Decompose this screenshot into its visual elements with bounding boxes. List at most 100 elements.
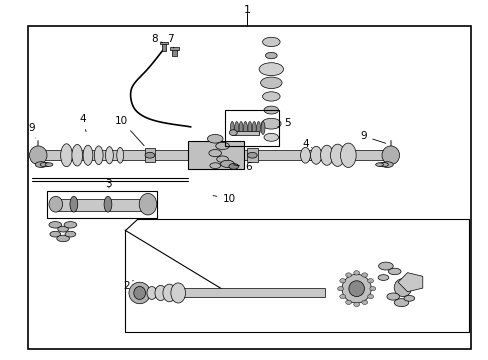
- Ellipse shape: [259, 63, 283, 76]
- Ellipse shape: [339, 279, 345, 283]
- Ellipse shape: [361, 273, 367, 277]
- Text: 7: 7: [167, 35, 173, 48]
- Ellipse shape: [345, 300, 351, 305]
- Ellipse shape: [262, 37, 280, 46]
- Ellipse shape: [378, 262, 392, 270]
- Ellipse shape: [403, 296, 414, 301]
- Text: 9: 9: [360, 131, 385, 143]
- Ellipse shape: [377, 275, 388, 280]
- Ellipse shape: [330, 144, 344, 166]
- Ellipse shape: [35, 162, 47, 167]
- Ellipse shape: [105, 147, 113, 164]
- Ellipse shape: [320, 145, 332, 165]
- Ellipse shape: [378, 162, 387, 167]
- Ellipse shape: [369, 287, 375, 291]
- Ellipse shape: [83, 145, 93, 165]
- Bar: [159, 41, 168, 44]
- Text: 8: 8: [151, 35, 162, 44]
- Ellipse shape: [340, 143, 355, 167]
- Polygon shape: [125, 220, 468, 332]
- Ellipse shape: [375, 163, 383, 166]
- Ellipse shape: [262, 92, 280, 101]
- Ellipse shape: [353, 271, 359, 275]
- Ellipse shape: [361, 300, 367, 305]
- Ellipse shape: [147, 287, 157, 300]
- Ellipse shape: [134, 287, 145, 300]
- Ellipse shape: [337, 287, 343, 291]
- Bar: [188, 141, 244, 169]
- Text: 10: 10: [213, 194, 235, 204]
- Ellipse shape: [220, 160, 234, 167]
- Ellipse shape: [45, 163, 53, 166]
- Bar: [244, 150, 383, 160]
- Ellipse shape: [310, 146, 321, 164]
- Ellipse shape: [260, 77, 282, 89]
- Ellipse shape: [381, 162, 392, 167]
- Ellipse shape: [386, 293, 399, 300]
- Bar: [246, 148, 257, 162]
- Ellipse shape: [40, 162, 50, 167]
- Ellipse shape: [348, 281, 364, 297]
- Ellipse shape: [229, 130, 237, 135]
- Bar: [144, 148, 155, 162]
- Ellipse shape: [61, 144, 72, 167]
- Ellipse shape: [49, 196, 62, 212]
- Ellipse shape: [129, 282, 150, 304]
- Ellipse shape: [239, 122, 243, 134]
- Bar: [42, 150, 188, 160]
- Bar: [161, 43, 166, 51]
- Bar: [140, 288, 325, 297]
- Ellipse shape: [256, 122, 260, 134]
- Ellipse shape: [216, 156, 228, 162]
- Ellipse shape: [341, 274, 370, 303]
- Ellipse shape: [145, 152, 155, 158]
- Ellipse shape: [94, 146, 103, 165]
- Ellipse shape: [243, 122, 247, 134]
- Ellipse shape: [264, 134, 278, 141]
- Ellipse shape: [339, 294, 345, 299]
- Bar: [172, 48, 177, 56]
- Ellipse shape: [65, 231, 76, 237]
- Ellipse shape: [353, 302, 359, 307]
- Ellipse shape: [247, 122, 251, 134]
- Ellipse shape: [387, 268, 400, 275]
- Ellipse shape: [50, 231, 61, 237]
- Ellipse shape: [230, 122, 234, 134]
- Ellipse shape: [393, 299, 408, 307]
- Bar: [47, 191, 157, 218]
- Ellipse shape: [64, 222, 77, 228]
- Text: 10: 10: [115, 116, 144, 146]
- Text: 4: 4: [79, 114, 86, 132]
- Ellipse shape: [170, 283, 185, 303]
- Ellipse shape: [72, 144, 82, 166]
- Ellipse shape: [381, 146, 399, 165]
- Ellipse shape: [393, 279, 411, 297]
- Text: 1: 1: [243, 5, 250, 15]
- Ellipse shape: [261, 122, 264, 134]
- Bar: [54, 199, 149, 211]
- Ellipse shape: [57, 235, 69, 242]
- Ellipse shape: [209, 163, 220, 168]
- Ellipse shape: [234, 122, 238, 134]
- Ellipse shape: [139, 193, 157, 215]
- Text: 5: 5: [277, 118, 290, 128]
- Text: 2: 2: [123, 280, 133, 291]
- Ellipse shape: [367, 294, 373, 299]
- Ellipse shape: [155, 285, 166, 301]
- Ellipse shape: [247, 152, 257, 158]
- Ellipse shape: [49, 222, 61, 228]
- Ellipse shape: [300, 147, 310, 163]
- Ellipse shape: [228, 163, 238, 169]
- Bar: [232, 131, 259, 135]
- Text: 3: 3: [105, 179, 112, 189]
- Text: 9: 9: [28, 123, 36, 138]
- Ellipse shape: [58, 226, 68, 232]
- Ellipse shape: [345, 273, 351, 277]
- Ellipse shape: [261, 118, 281, 129]
- Ellipse shape: [208, 149, 221, 157]
- Ellipse shape: [252, 122, 256, 134]
- Ellipse shape: [264, 106, 278, 114]
- Ellipse shape: [104, 196, 112, 212]
- Ellipse shape: [367, 279, 373, 283]
- Ellipse shape: [265, 52, 277, 59]
